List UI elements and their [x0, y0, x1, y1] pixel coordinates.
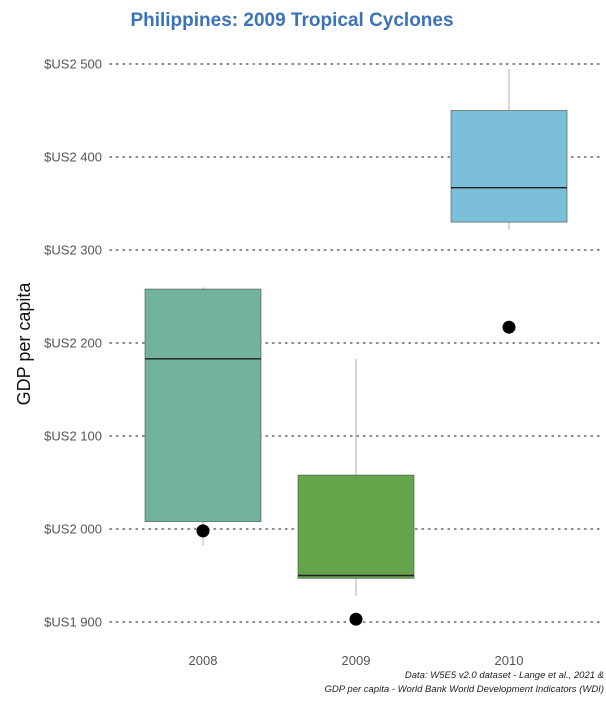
- data-point: [349, 612, 363, 626]
- box-group-2008: [144, 287, 262, 546]
- y-axis-title: GDP per capita: [14, 282, 34, 406]
- box-group-2010: [450, 68, 568, 334]
- x-tick-label: 2008: [189, 653, 218, 668]
- y-tick-label: $US2 300: [44, 243, 102, 258]
- data-point: [502, 320, 516, 334]
- x-tick-labels: 2008 2009 2010: [189, 653, 524, 668]
- x-tick-label: 2010: [495, 653, 524, 668]
- box-series: [144, 68, 568, 626]
- box-iqr: [297, 474, 415, 579]
- box-iqr: [450, 110, 568, 223]
- y-tick-label: $US2 500: [44, 57, 102, 72]
- chart-title: Philippines: 2009 Tropical Cyclones: [130, 10, 453, 31]
- y-tick-label: $US2 100: [44, 429, 102, 444]
- y-tick-label: $US2 200: [44, 336, 102, 351]
- y-tick-label: $US2 000: [44, 522, 102, 537]
- box-group-2009: [297, 358, 415, 626]
- data-point: [196, 524, 210, 538]
- box-iqr: [144, 288, 262, 522]
- caption-line-1: Data: W5E5 v2.0 dataset - Lange et al., …: [405, 670, 604, 681]
- y-tick-labels: $US1 900 $US2 000 $US2 100 $US2 200 $US2 300…: [44, 57, 102, 630]
- y-tick-label: $US1 900: [44, 615, 102, 630]
- caption-line-2: GDP per capita - World Bank World Develo…: [325, 684, 604, 695]
- y-tick-label: $US2 400: [44, 150, 102, 165]
- x-tick-label: 2009: [342, 653, 371, 668]
